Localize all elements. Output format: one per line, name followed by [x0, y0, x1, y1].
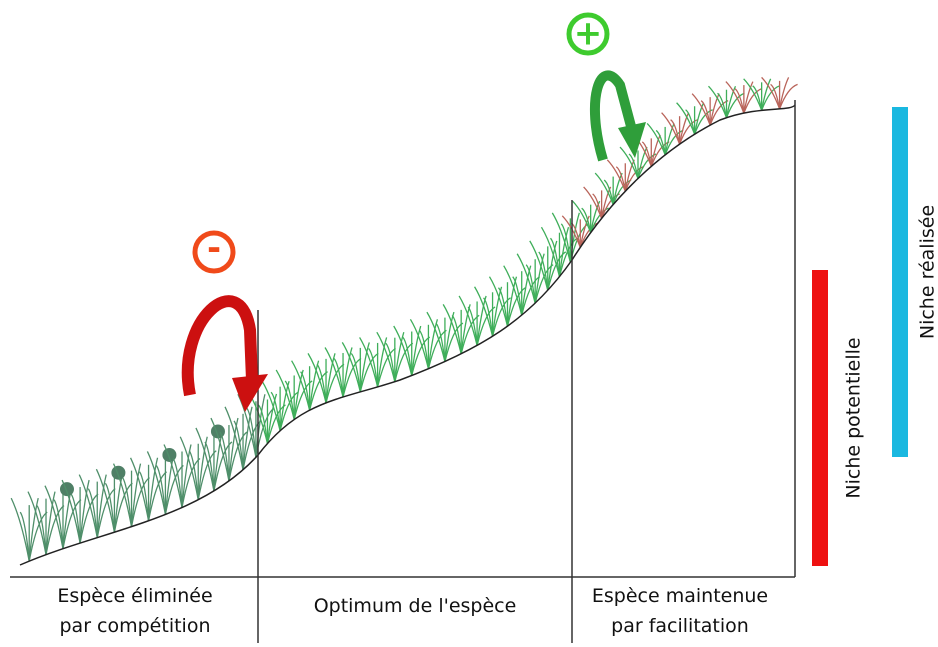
plant — [301, 372, 310, 411]
zone-label: par facilitation — [611, 615, 749, 637]
plant — [334, 358, 343, 397]
plant — [11, 498, 29, 561]
diagram: Niche potentielle Niche réalisée - + Esp… — [0, 0, 938, 643]
plant — [386, 343, 395, 382]
plant — [708, 86, 726, 118]
plant — [517, 254, 535, 304]
plant — [180, 437, 198, 500]
negative-sign: - — [207, 229, 221, 269]
slope-curve — [20, 105, 795, 565]
plant — [173, 459, 182, 508]
plant — [443, 304, 461, 354]
zone-label: par compétition — [59, 615, 210, 637]
plant — [308, 353, 326, 403]
plant — [403, 337, 412, 376]
zone-label: Espèce éliminée — [57, 585, 212, 607]
plant — [468, 307, 477, 346]
plant — [156, 465, 165, 514]
plant — [550, 238, 559, 277]
plant — [513, 277, 522, 316]
arrowhead — [618, 122, 646, 158]
potential-niche-bar — [812, 270, 828, 566]
plant — [247, 408, 256, 457]
zone-label: Espèce maintenue — [592, 585, 768, 607]
plant — [484, 298, 493, 337]
plant — [662, 113, 680, 145]
plant — [285, 381, 294, 420]
plant — [111, 466, 125, 480]
zone-label: Optimum de l'espèce — [314, 595, 517, 617]
plant — [220, 432, 229, 481]
facilitation-arrow — [595, 75, 632, 160]
plant — [37, 506, 46, 555]
niche-label: Niche potentielle — [843, 337, 865, 498]
plant — [647, 123, 665, 155]
positive-sign: + — [574, 14, 603, 54]
plant — [60, 482, 74, 496]
plant — [735, 89, 744, 114]
plant — [595, 173, 613, 205]
plants — [11, 77, 797, 561]
plant — [20, 512, 29, 561]
niche-label: Niche réalisée — [917, 205, 938, 339]
realized-niche-bar — [892, 107, 908, 457]
